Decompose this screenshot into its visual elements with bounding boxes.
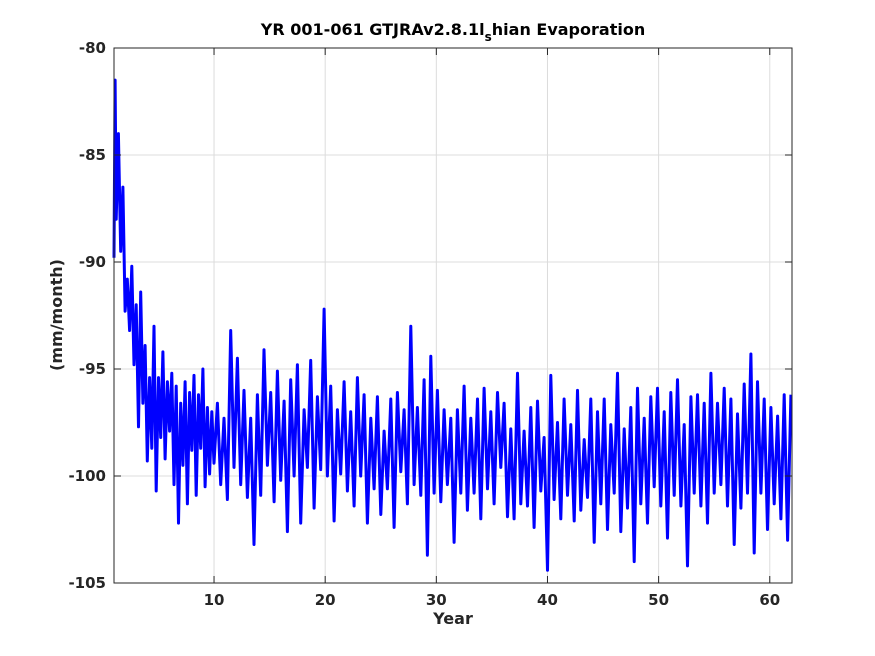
tick-layer: 10 20 30 40 50 60 -105 -100 -95 -90 -85 -80 xyxy=(68,39,792,609)
y-tick-label: -95 xyxy=(79,360,106,378)
chart-title-subscript: s xyxy=(485,30,492,44)
x-tick-label: 60 xyxy=(759,591,780,609)
x-tick-label: 50 xyxy=(648,591,669,609)
x-tick-label: 30 xyxy=(426,591,447,609)
x-axis-label: Year xyxy=(432,609,473,628)
evaporation-series-line xyxy=(112,78,793,572)
y-tick-label: -85 xyxy=(79,146,106,164)
y-tick-label: -80 xyxy=(79,39,106,57)
axes-frame xyxy=(113,47,793,584)
chart-title-rest: hian Evaporation xyxy=(492,20,645,39)
chart-title-main: YR 001-061 GTJRAv2.8.1l xyxy=(260,20,485,39)
y-tick-label: -90 xyxy=(79,253,106,271)
y-axis-label: (mm/month) xyxy=(47,259,66,371)
y-tick-label: -105 xyxy=(68,574,106,592)
plot-area xyxy=(112,78,793,572)
chart-title: YR 001-061 GTJRAv2.8.1lshian Evaporation xyxy=(260,20,645,44)
x-tick-label: 40 xyxy=(537,591,558,609)
x-tick-label: 10 xyxy=(204,591,225,609)
x-tick-label: 20 xyxy=(315,591,336,609)
y-tick-label: -100 xyxy=(68,467,106,485)
